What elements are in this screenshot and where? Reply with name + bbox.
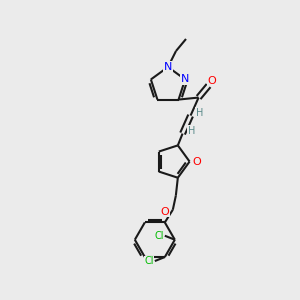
Text: H: H — [188, 126, 195, 136]
Text: O: O — [207, 76, 216, 85]
Text: N: N — [164, 62, 172, 72]
Text: N: N — [181, 74, 189, 84]
Text: Cl: Cl — [154, 231, 164, 241]
Text: O: O — [192, 157, 201, 166]
Text: H: H — [196, 108, 203, 118]
Text: Cl: Cl — [144, 256, 154, 266]
Text: O: O — [160, 207, 169, 217]
